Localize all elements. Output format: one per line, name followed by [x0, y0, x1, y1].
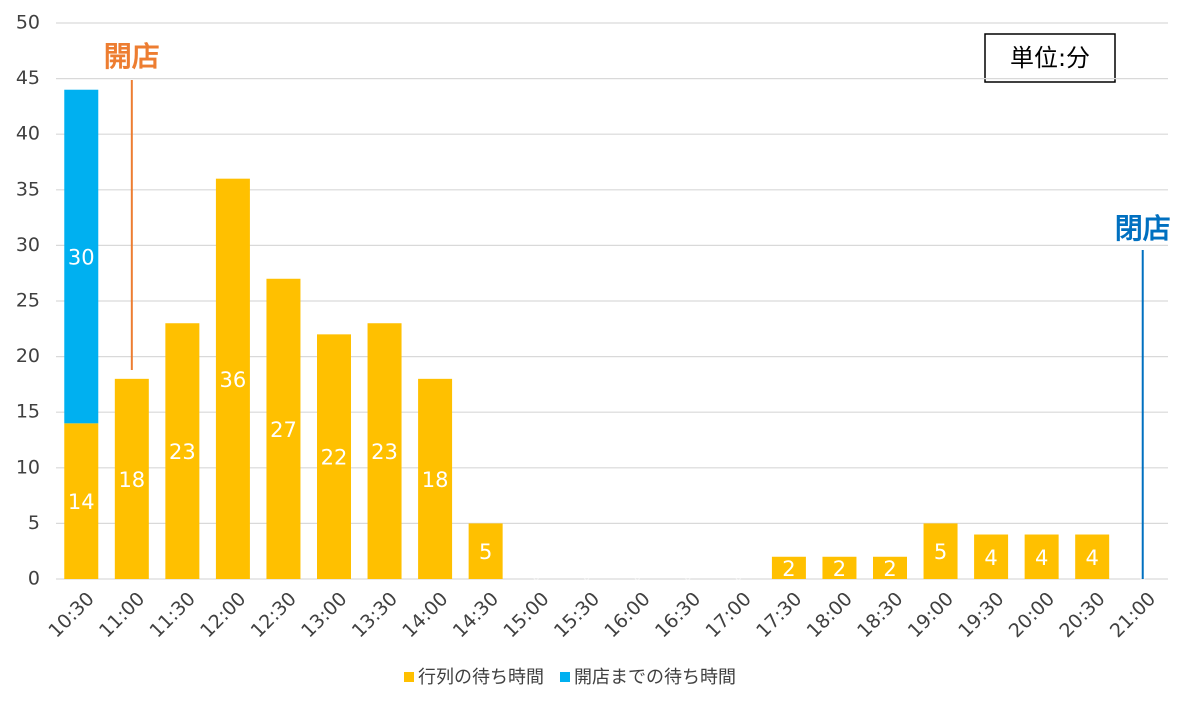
- data-label: 0: [583, 570, 591, 584]
- data-label: 4: [984, 546, 997, 570]
- data-label: 5: [934, 540, 947, 564]
- x-tick-label: 20:00: [1005, 588, 1059, 642]
- annotation: 開店: [104, 40, 160, 73]
- bar: [64, 89, 99, 424]
- data-label: 23: [371, 440, 398, 464]
- x-tick-label: 14:30: [449, 588, 503, 642]
- unit-label: 単位:分: [1010, 44, 1090, 72]
- bar: [114, 378, 149, 579]
- bar: [266, 278, 301, 579]
- data-label: 18: [422, 468, 449, 492]
- y-tick-label: 50: [16, 12, 40, 34]
- bar: [974, 534, 1009, 579]
- data-label: 0: [532, 570, 540, 584]
- data-label: 4: [1035, 546, 1048, 570]
- bar: [771, 556, 806, 579]
- x-tick-label: 17:00: [702, 588, 756, 642]
- legend-swatch: [560, 672, 570, 682]
- x-tick-label: 11:00: [95, 588, 149, 642]
- y-tick-label: 15: [16, 401, 40, 423]
- x-tick-label: 19:30: [954, 588, 1008, 642]
- x-tick-label: 14:00: [398, 588, 452, 642]
- unit-box: [984, 33, 1116, 83]
- data-label: 27: [270, 418, 297, 442]
- x-tick-label: 18:30: [853, 588, 907, 642]
- y-tick-label: 5: [28, 512, 40, 534]
- data-label: 2: [883, 557, 896, 581]
- data-label: 2: [782, 557, 795, 581]
- bar: [923, 523, 958, 579]
- legend-label: 行列の待ち時間: [418, 667, 544, 688]
- y-tick-label: 0: [28, 568, 40, 590]
- data-label: 36: [220, 368, 247, 392]
- data-label: 14: [68, 490, 95, 514]
- data-label: 0: [633, 570, 641, 584]
- bar: [367, 323, 402, 579]
- data-label: 23: [169, 440, 196, 464]
- x-tick-label: 12:00: [196, 588, 250, 642]
- x-tick-label: 20:30: [1055, 588, 1109, 642]
- bar: [317, 334, 351, 579]
- data-label: 4: [1085, 546, 1098, 570]
- data-label: 18: [118, 468, 145, 492]
- x-tick-label: 16:00: [600, 588, 654, 642]
- y-tick-label: 40: [16, 123, 40, 145]
- x-tick-label: 17:30: [752, 588, 806, 642]
- bar: [215, 178, 250, 579]
- x-tick-label: 10:30: [44, 588, 98, 642]
- x-tick-label: 16:30: [651, 588, 705, 642]
- bar: [822, 556, 857, 579]
- x-tick-label: 13:30: [348, 588, 402, 642]
- y-tick-label: 35: [16, 178, 40, 200]
- y-tick-label: 30: [16, 234, 40, 256]
- x-tick-label: 15:30: [550, 588, 604, 642]
- x-tick-label: 11:30: [146, 588, 200, 642]
- annotation: 閉店: [1115, 212, 1171, 245]
- bar: [873, 556, 907, 579]
- y-tick-label: 45: [16, 67, 40, 89]
- x-tick-label: 13:00: [297, 588, 351, 642]
- x-tick-label: 19:00: [904, 588, 958, 642]
- data-label: 30: [68, 246, 95, 270]
- bar: [468, 523, 503, 579]
- y-tick-label: 10: [16, 456, 40, 478]
- legend-label: 開店までの待ち時間: [574, 667, 736, 688]
- bar: [1024, 534, 1059, 579]
- data-label: 22: [321, 446, 348, 470]
- y-tick-label: 20: [16, 345, 40, 367]
- bar: [1075, 534, 1110, 579]
- x-tick-label: 15:00: [499, 588, 553, 642]
- data-label: 5: [479, 540, 492, 564]
- data-label: 0: [684, 570, 692, 584]
- y-tick-label: 25: [16, 290, 40, 312]
- legend-swatch: [404, 672, 414, 682]
- x-tick-label: 18:00: [803, 588, 857, 642]
- x-tick-label: 21:00: [1106, 588, 1160, 642]
- data-label: 0: [735, 570, 743, 584]
- data-label: 2: [833, 557, 846, 581]
- bar: [64, 423, 99, 579]
- bar: [165, 323, 200, 579]
- bar: [418, 378, 453, 579]
- x-tick-label: 12:30: [247, 588, 301, 642]
